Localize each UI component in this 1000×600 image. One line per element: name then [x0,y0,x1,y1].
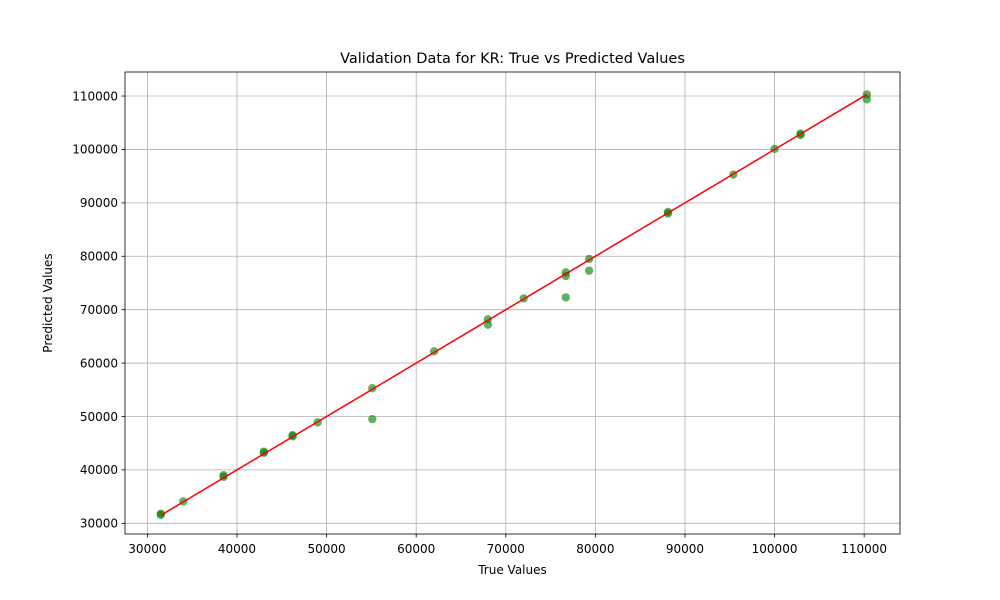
x-tick-label: 30000 [128,542,166,556]
y-tick-label: 100000 [72,143,118,157]
y-tick-label: 90000 [80,196,118,210]
x-tick-label: 80000 [576,542,614,556]
reference-line [160,93,868,516]
y-tick-label: 80000 [80,250,118,264]
x-tick-label: 70000 [487,542,525,556]
grid [125,72,900,534]
x-tick-label: 110000 [841,542,887,556]
data-point [483,320,493,329]
data-point [561,293,571,302]
y-tick-label: 30000 [80,517,118,531]
axes-frame [124,71,901,535]
y-tick-label: 50000 [80,410,118,424]
chart-title: Validation Data for KR: True vs Predicte… [340,51,685,67]
x-tick-label: 50000 [307,542,345,556]
data-point [368,414,377,424]
x-tick-label: 40000 [218,542,256,556]
x-tick-label: 100000 [752,542,798,556]
y-tick-label: 40000 [80,463,118,477]
x-tick-label: 60000 [397,542,435,556]
x-axis-label: True Values [477,563,547,577]
data-point [862,95,872,104]
y-tick-label: 60000 [80,356,118,370]
axis-ticks: 30000 40000 50000 60000 70000 80000 90000 10000… [72,89,887,556]
data-point [561,271,571,281]
y-tick-label: 70000 [80,303,118,317]
y-tick-label: 110000 [72,89,118,103]
data-point [584,266,594,275]
y-axis-label: Predicted Values [41,253,55,352]
x-tick-label: 90000 [666,542,704,556]
reference-line-layer [160,93,868,516]
